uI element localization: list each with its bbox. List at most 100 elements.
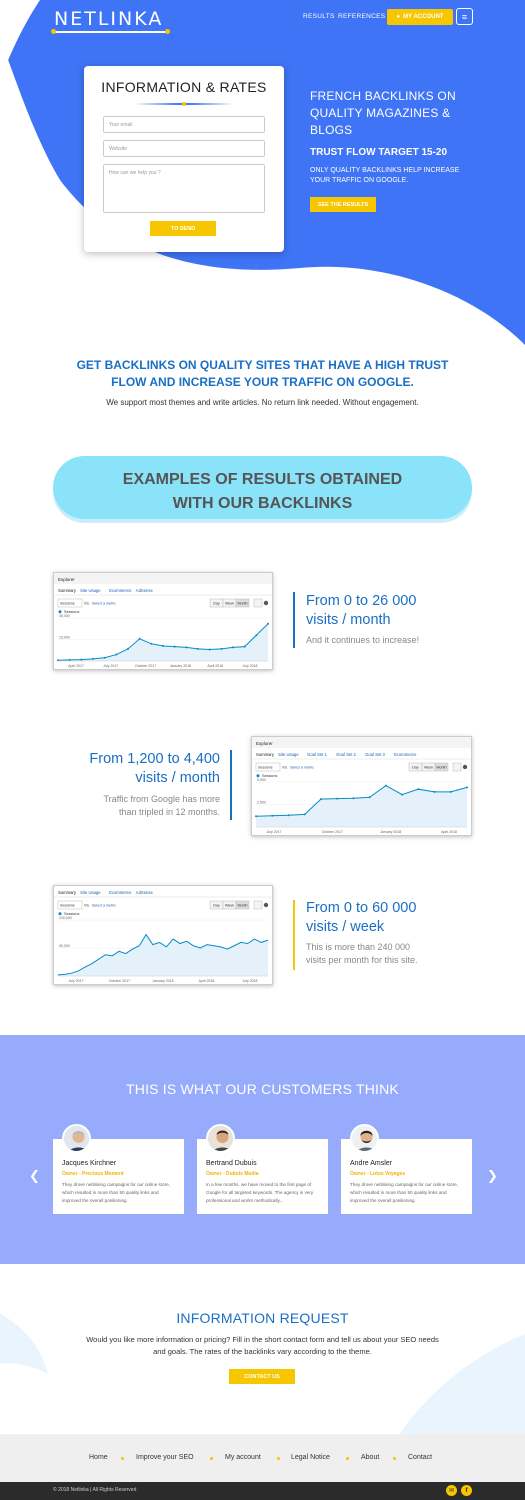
- result-3-title: From 0 to 60 000 visits / week: [306, 899, 416, 937]
- logo[interactable]: NETLINKA: [54, 8, 164, 30]
- nav-results[interactable]: RESULTS: [303, 13, 335, 20]
- data-point: [319, 798, 322, 801]
- explorer-tab-bar: [252, 737, 471, 748]
- legend-marker: [58, 610, 62, 614]
- data-point: [352, 797, 355, 800]
- data-point: [103, 656, 106, 659]
- hero-description: ONLY QUALITY BACKLINKS HELP INCREASE YOU…: [310, 167, 460, 184]
- data-point: [220, 647, 223, 650]
- vs-label: VS.: [84, 602, 90, 606]
- subtab-site-usage: Site Usage: [278, 752, 299, 757]
- result-2-title: From 1,200 to 4,400 visits / month: [40, 750, 220, 788]
- data-point: [68, 658, 71, 661]
- range-button-label: Day: [412, 766, 419, 770]
- send-button[interactable]: TO SEND: [150, 221, 216, 236]
- testimonial-name: Jacques Kirchner: [62, 1160, 117, 1167]
- range-button-month: [235, 900, 250, 910]
- results-banner-line2: WITH OUR BACKLINKS: [172, 495, 353, 512]
- subtab-adsense: AdSense: [136, 890, 154, 895]
- footer-link-contact[interactable]: Contact: [408, 1454, 433, 1461]
- hamburger-menu-button[interactable]: ≡: [456, 8, 473, 25]
- chevron-right-icon[interactable]: ❯: [487, 1168, 498, 1183]
- explorer-tab-bar: [54, 573, 272, 584]
- footer-link-my-account[interactable]: My account: [225, 1454, 261, 1461]
- form-title: INFORMATION & RATES: [101, 79, 267, 95]
- data-point: [127, 647, 129, 650]
- result-3-subtitle-line2: visits per month for this site.: [306, 955, 418, 965]
- email-icon[interactable]: ✉: [446, 1485, 457, 1496]
- hero-headline: FRENCH BACKLINKS ON QUALITY MAGAZINES & …: [310, 89, 456, 137]
- result-2-subtitle: Traffic from Google has more than triple…: [40, 793, 220, 819]
- message-field[interactable]: How can we help you ?: [103, 164, 265, 213]
- see-results-button[interactable]: SEE THE RESULTS: [310, 197, 376, 212]
- data-point: [255, 815, 257, 818]
- data-point: [92, 657, 94, 660]
- series-line: [57, 933, 269, 976]
- subtab-goal-set-2: Goal Set 2: [336, 752, 356, 757]
- avatar: [206, 1124, 235, 1153]
- website-field[interactable]: Website: [103, 140, 265, 157]
- vs-label: VS.: [84, 904, 90, 908]
- x-tick-label: April 2018: [441, 830, 457, 834]
- logo-underline: [54, 31, 168, 33]
- subtab-summary: Summary: [256, 752, 275, 757]
- x-tick-label: April 2018: [199, 979, 215, 983]
- email-field[interactable]: Your email: [103, 116, 265, 133]
- range-button-label: Day: [213, 602, 220, 606]
- subtab-goal-set-3: Goal Set 3: [365, 752, 385, 757]
- contact-form-card: INFORMATION & RATES Your email Website H…: [84, 66, 284, 252]
- range-button-label: Week: [225, 602, 234, 606]
- hero-text: FRENCH BACKLINKS ON QUALITY MAGAZINES & …: [310, 88, 480, 212]
- info-decor-background: [0, 1314, 525, 1434]
- nav-references[interactable]: REFERENCES: [338, 13, 386, 20]
- data-point: [417, 788, 420, 791]
- legend-marker: [58, 912, 62, 916]
- footer-link-improve-seo[interactable]: Improve your SEO: [136, 1454, 194, 1461]
- data-point: [197, 647, 199, 650]
- user-icon: ●: [396, 14, 401, 20]
- data-point: [243, 645, 246, 648]
- y-tick-label: 15,000: [59, 636, 70, 640]
- result-1-title: From 0 to 26 000 visits / month: [306, 592, 416, 630]
- result-3-title-line2: visits / week: [306, 919, 385, 935]
- result-1-title-line2: visits / month: [306, 612, 391, 628]
- y-tick-label: 2,500: [257, 801, 266, 805]
- testimonial-name: Andre Amsler: [350, 1160, 393, 1167]
- subtab-site-usage: Site Usage: [80, 890, 101, 895]
- footer-link-legal-notice[interactable]: Legal Notice: [291, 1454, 330, 1461]
- result-3-subtitle-line1: This is more than 240 000: [306, 942, 411, 952]
- footer-link-home[interactable]: Home: [89, 1454, 108, 1461]
- range-button-label: Month: [238, 602, 248, 606]
- x-tick-label: January 2018: [152, 979, 173, 983]
- data-point: [401, 793, 404, 796]
- footer-link-about[interactable]: About: [361, 1454, 380, 1461]
- testimonials-title: THIS IS WHAT OUR CUSTOMERS THINK: [126, 1081, 399, 1097]
- my-account-button[interactable]: ● MY ACCOUNT: [387, 9, 453, 25]
- range-button-month: [235, 598, 250, 608]
- data-point: [287, 814, 290, 817]
- hero-subheadline: TRUST FLOW TARGET 15-20: [310, 147, 448, 158]
- contact-us-button[interactable]: CONTACT US: [229, 1369, 295, 1384]
- result-2-title-line2: visits / month: [135, 770, 220, 786]
- testimonial-text: They drove netlinking campaigns for our …: [350, 1182, 459, 1203]
- x-tick-label: July 2018: [243, 979, 258, 983]
- select-metric-link: Select a metric: [290, 766, 314, 770]
- chevron-left-icon[interactable]: ❮: [29, 1168, 40, 1183]
- x-tick-label: July 2017: [103, 664, 118, 668]
- chart-type-icon: [253, 900, 263, 910]
- x-tick-label: October 2017: [109, 979, 130, 983]
- metric-select-label: Sessions: [60, 602, 75, 606]
- result-2-accent-bar: [230, 750, 232, 820]
- result-1-accent-bar: [293, 592, 295, 648]
- legend-label: Sessions: [64, 912, 80, 916]
- facebook-icon[interactable]: f: [461, 1485, 472, 1496]
- intro-subtitle: We support most themes and write article…: [106, 398, 419, 407]
- testimonial-role: Owner - Precious Moment: [62, 1171, 124, 1177]
- testimonial-role: Owner - Dubuis Media: [206, 1171, 259, 1177]
- range-button-month: [434, 762, 449, 772]
- result-2-title-line1: From 1,200 to 4,400: [89, 751, 220, 767]
- subtab-site-usage: Site Usage: [80, 588, 101, 593]
- range-button-label: Week: [225, 904, 234, 908]
- data-point: [303, 813, 306, 816]
- subtab-goal-set-1: Goal Set 1: [307, 752, 327, 757]
